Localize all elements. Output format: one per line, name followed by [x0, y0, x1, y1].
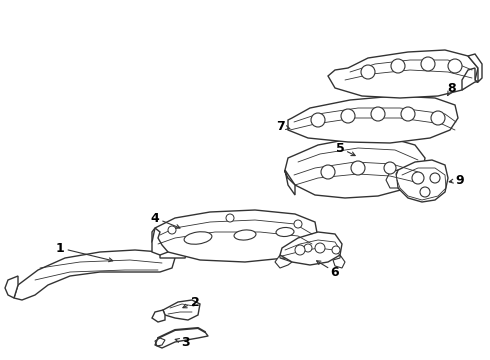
- Text: 5: 5: [336, 141, 344, 154]
- Polygon shape: [280, 232, 342, 265]
- Text: 7: 7: [275, 120, 284, 132]
- Polygon shape: [152, 210, 318, 262]
- Circle shape: [401, 107, 415, 121]
- Circle shape: [315, 243, 325, 253]
- Text: 4: 4: [150, 211, 159, 225]
- Circle shape: [304, 244, 312, 252]
- Polygon shape: [288, 96, 458, 143]
- Text: 2: 2: [191, 296, 199, 309]
- Text: 1: 1: [56, 242, 64, 255]
- Circle shape: [295, 245, 305, 255]
- Circle shape: [341, 109, 355, 123]
- Circle shape: [431, 111, 445, 125]
- Circle shape: [412, 172, 424, 184]
- Circle shape: [371, 107, 385, 121]
- Text: 3: 3: [181, 336, 189, 348]
- Polygon shape: [152, 228, 168, 255]
- Circle shape: [448, 59, 462, 73]
- Polygon shape: [285, 170, 295, 195]
- Polygon shape: [333, 255, 345, 268]
- Text: 6: 6: [331, 266, 339, 279]
- Circle shape: [321, 165, 335, 179]
- Circle shape: [421, 57, 435, 71]
- Polygon shape: [275, 255, 292, 268]
- Polygon shape: [160, 245, 188, 258]
- Circle shape: [384, 162, 396, 174]
- Circle shape: [391, 59, 405, 73]
- Text: 9: 9: [456, 174, 465, 186]
- Ellipse shape: [234, 230, 256, 240]
- Polygon shape: [285, 138, 425, 198]
- Polygon shape: [386, 170, 398, 188]
- Polygon shape: [152, 310, 165, 322]
- Polygon shape: [328, 50, 478, 98]
- Polygon shape: [462, 54, 482, 90]
- Circle shape: [311, 113, 325, 127]
- Circle shape: [361, 65, 375, 79]
- Polygon shape: [5, 276, 18, 298]
- Circle shape: [226, 214, 234, 222]
- Polygon shape: [163, 300, 200, 320]
- Ellipse shape: [184, 232, 212, 244]
- Text: 8: 8: [448, 81, 456, 94]
- Circle shape: [294, 220, 302, 228]
- Ellipse shape: [276, 228, 294, 237]
- Polygon shape: [395, 160, 448, 202]
- Circle shape: [332, 246, 340, 254]
- Polygon shape: [155, 338, 165, 346]
- Polygon shape: [14, 250, 175, 300]
- Circle shape: [168, 226, 176, 234]
- Circle shape: [430, 173, 440, 183]
- Circle shape: [351, 161, 365, 175]
- Circle shape: [420, 187, 430, 197]
